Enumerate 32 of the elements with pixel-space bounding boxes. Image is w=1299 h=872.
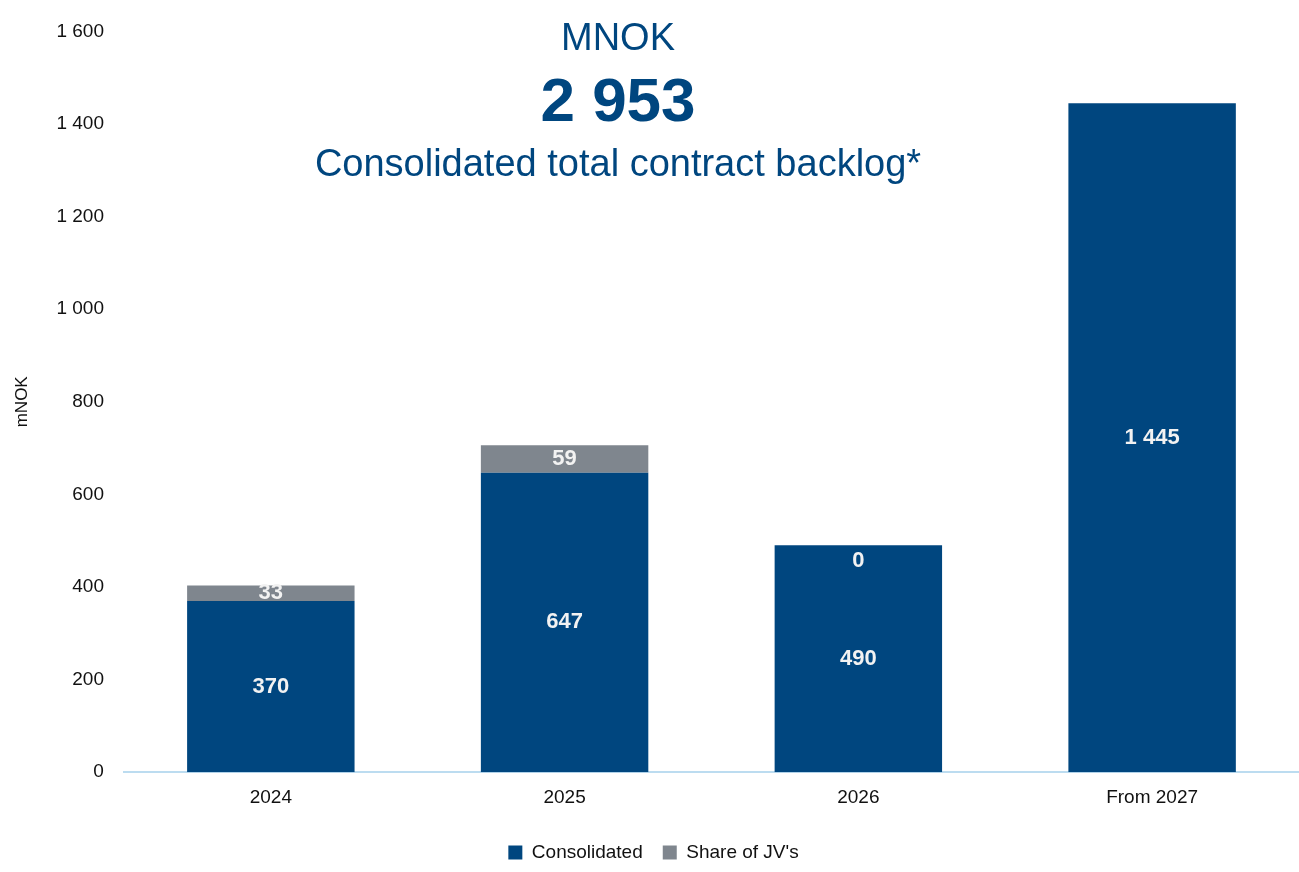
bar: [1068, 103, 1236, 773]
y-tick-label: 1 000: [56, 297, 104, 319]
y-tick-label: 1 600: [56, 19, 104, 41]
data-label: 370: [252, 672, 290, 698]
y-tick-label: 1 400: [56, 112, 104, 134]
y-tick-label: 1 200: [56, 204, 104, 226]
annotation: MNOK: [561, 16, 675, 59]
bar: [480, 445, 649, 473]
legend-label: Share of JV's: [686, 840, 799, 862]
bar: [480, 472, 649, 773]
data-label: 59: [552, 445, 577, 471]
y-axis-title: mNOK: [11, 375, 31, 428]
data-label: 1 445: [1124, 423, 1180, 449]
bar: [774, 545, 943, 773]
bar: [187, 600, 355, 773]
bar: [187, 585, 355, 601]
text: Consolidated total contract backlog*: [314, 142, 922, 185]
data-label: 490: [840, 644, 877, 670]
data-label: 0: [852, 547, 865, 573]
legend-label: Consolidated: [531, 840, 643, 862]
y-tick-label: 400: [72, 575, 104, 597]
y-tick-label: 600: [72, 482, 104, 504]
annotation: 2 953: [540, 65, 696, 135]
x-tick-label: 2025: [543, 785, 586, 807]
y-tick-label: 800: [72, 390, 104, 412]
data-label: 33: [258, 579, 284, 605]
y-tick-label: 200: [72, 667, 104, 689]
x-tick-label: From 2027: [1106, 785, 1199, 807]
x-tick-label: 2024: [249, 785, 293, 807]
x-tick-label: 2026: [837, 785, 880, 807]
y-tick-label: 0: [93, 760, 104, 782]
data-label: 647: [546, 608, 583, 634]
